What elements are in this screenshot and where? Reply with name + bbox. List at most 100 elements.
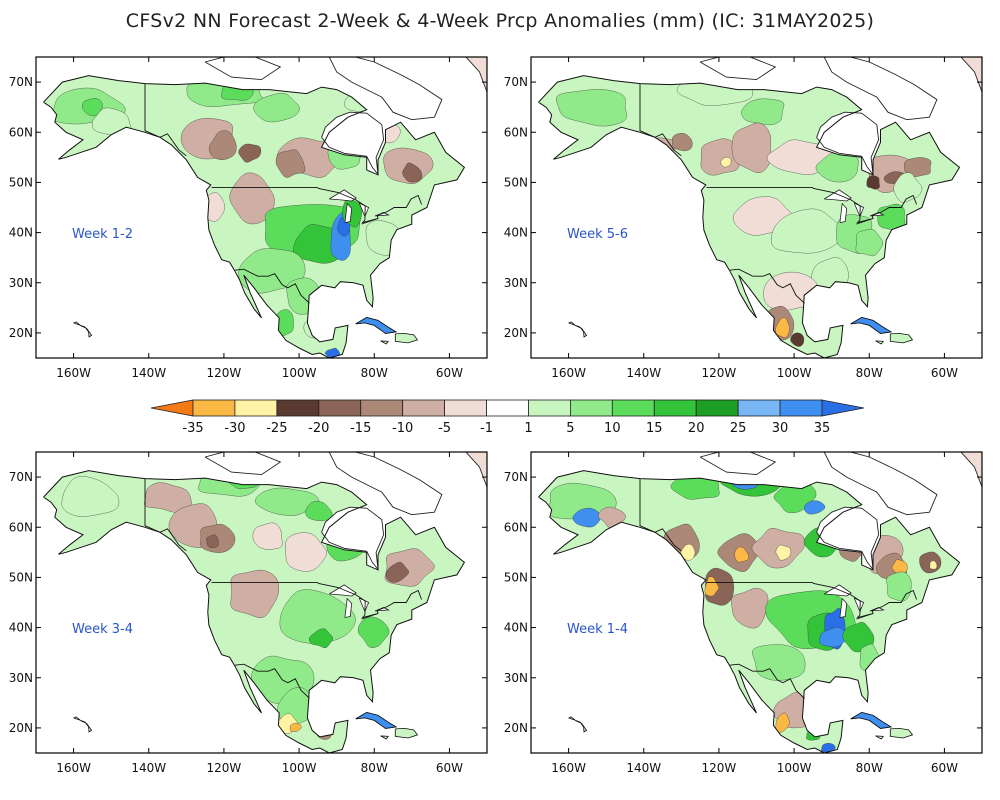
anomaly-field	[51, 77, 434, 358]
colorbar-label: 20	[688, 421, 705, 436]
lon-tick-label: 120W	[702, 761, 737, 775]
lat-tick-label: 70N	[9, 470, 33, 484]
lat-tick-label: 50N	[9, 570, 33, 584]
anomaly-blob	[61, 476, 120, 517]
colorbar-swatch	[737, 399, 781, 417]
colorbar-swatch	[444, 399, 487, 417]
anomaly-blob	[893, 172, 923, 203]
country-border	[234, 663, 310, 699]
colorbar-label: 1	[524, 421, 532, 436]
lat-tick-label: 20N	[504, 326, 528, 340]
anomaly-blob	[771, 208, 845, 254]
anomaly-blob	[700, 138, 740, 176]
anomaly-blob	[929, 560, 938, 570]
colorbar-swatch	[402, 399, 445, 417]
lon-tick-label: 140W	[131, 366, 166, 380]
country-border	[706, 186, 918, 224]
coastline	[538, 470, 961, 753]
colorbar-swatch	[360, 399, 404, 417]
lon-tick-label: 140W	[626, 761, 661, 775]
anomaly-blob	[866, 175, 880, 190]
lat-tick-label: 30N	[9, 671, 33, 685]
anomaly-blob	[206, 534, 219, 549]
anomaly-blob	[279, 589, 356, 644]
lon-tick-label: 120W	[207, 761, 242, 775]
colorbar-label: 25	[730, 421, 747, 436]
lat-tick-label: 30N	[9, 276, 33, 290]
lat-tick-label: 20N	[9, 326, 33, 340]
lon-tick-label: 60W	[931, 761, 958, 775]
lon-tick-label: 140W	[626, 366, 661, 380]
colorbar-swatch	[570, 399, 613, 417]
colorbar-label: 10	[604, 421, 621, 436]
anomaly-blob	[309, 628, 334, 649]
colorbar: -35 -30 -25 -20 -15 -10 -5 -1 1 5 10 15 20 25 30 35	[150, 399, 865, 436]
colorbar-label: 15	[646, 421, 663, 436]
anomaly-blob	[289, 723, 302, 732]
anomaly-blob	[886, 571, 912, 602]
colorbar-swatch	[486, 399, 529, 417]
map-panel-week56: 70N 60N 50N 40N 30N 20N 160W 140W 120W 100W 80W 60W…	[504, 56, 983, 380]
colorbar-label: -20	[308, 421, 329, 436]
colorbar-swatch	[653, 399, 697, 417]
lon-tick-label: 60W	[931, 366, 958, 380]
colorbar-swatch	[821, 399, 865, 417]
anomaly-blob	[734, 546, 749, 563]
chart-title: CFSv2 NN Forecast 2-Week & 4-Week Prcp A…	[125, 10, 875, 32]
anomaly-blob	[555, 89, 628, 127]
colorbar-swatch	[695, 399, 739, 417]
map-panel-week34: 70N 60N 50N 40N 30N 20N 160W 140W 120W 100W 80W 60W…	[9, 451, 488, 775]
map-panel-week12: 70N 60N 50N 40N 30N 20N 160W 140W 120W 100W 80W 60W…	[9, 56, 488, 380]
colorbar-swatch	[528, 399, 571, 417]
lat-tick-label: 40N	[9, 226, 33, 240]
coastline	[43, 75, 466, 358]
country-border	[639, 478, 682, 552]
colorbar-swatch	[318, 399, 362, 417]
colorbar-swatch	[234, 399, 278, 417]
anomaly-blob	[741, 98, 785, 126]
colorbar-label: -5	[438, 421, 451, 436]
anomaly-blob	[672, 133, 693, 152]
panel-frame	[35, 451, 488, 754]
lat-tick-label: 60N	[9, 520, 33, 534]
anomaly-blob	[819, 627, 848, 648]
country-border	[211, 581, 423, 619]
country-border	[729, 268, 805, 304]
lat-tick-label: 20N	[504, 721, 528, 735]
lon-tick-label: 60W	[436, 761, 463, 775]
lon-tick-label: 120W	[207, 366, 242, 380]
panel-frame	[530, 451, 983, 754]
anomaly-blob	[790, 332, 805, 347]
anomaly-blob	[572, 507, 601, 528]
anomaly-blob	[855, 229, 883, 257]
anomaly-blob	[775, 317, 790, 338]
lon-tick-label: 140W	[131, 761, 166, 775]
colorbar-label: 35	[814, 421, 831, 436]
anomaly-blob	[720, 156, 732, 168]
country-border	[639, 83, 682, 157]
anomaly-blob	[275, 149, 306, 178]
panel-frame	[530, 56, 983, 359]
lon-tick-label: 100W	[777, 366, 812, 380]
colorbar-label: 30	[772, 421, 789, 436]
lon-tick-label: 160W	[56, 761, 91, 775]
lon-tick-label: 120W	[702, 366, 737, 380]
lat-tick-label: 40N	[9, 621, 33, 635]
lat-tick-label: 50N	[504, 570, 528, 584]
colorbar-label: 5	[566, 421, 574, 436]
lon-tick-label: 160W	[551, 366, 586, 380]
panel-frame	[35, 56, 488, 359]
lon-tick-label: 80W	[856, 366, 883, 380]
anomaly-blob	[357, 616, 390, 648]
anomaly-blob	[763, 271, 820, 311]
panel-label: Week 1-4	[567, 622, 628, 637]
colorbar-swatch	[192, 399, 236, 417]
anomaly-blob	[81, 98, 103, 117]
lat-tick-label: 30N	[504, 276, 528, 290]
anomaly-blob	[285, 532, 327, 572]
anomaly-blob	[731, 587, 769, 629]
lon-tick-label: 80W	[361, 761, 388, 775]
country-border	[234, 268, 310, 304]
country-border	[211, 186, 423, 224]
